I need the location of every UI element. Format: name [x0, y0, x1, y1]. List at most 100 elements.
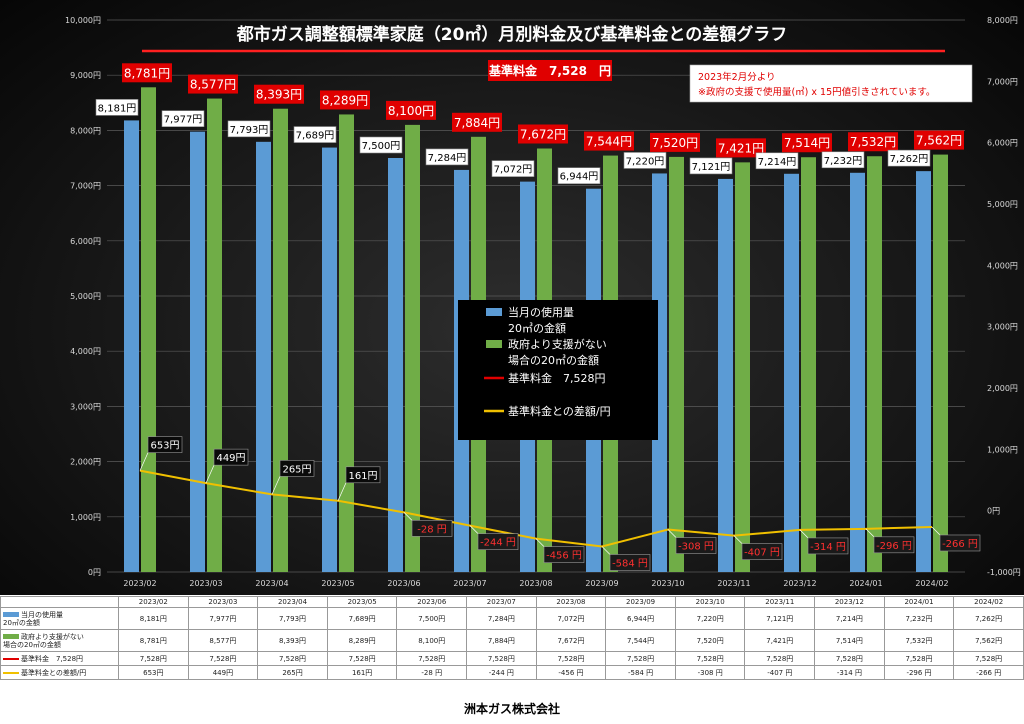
table-cell: 8,289円 [326, 629, 398, 652]
table-cell: 7,528円 [605, 651, 676, 666]
bar-current [652, 173, 667, 572]
table-cell: 7,528円 [953, 651, 1024, 666]
table-row-label-text: 20㎥の金額 [3, 618, 40, 627]
label-current: 6,944円 [560, 172, 599, 183]
table-swatch [3, 671, 19, 674]
diff-leader [535, 538, 545, 547]
label-box-current [95, 99, 139, 116]
label-no-support: 8,781円 [124, 66, 170, 80]
legend-box [458, 300, 658, 440]
x-tick-label: 2023/12 [783, 579, 816, 588]
label-box-current [623, 152, 667, 169]
legend-label: 当月の使用量 [508, 305, 574, 319]
table-cell: 7,528円 [187, 651, 259, 666]
table-cell: -266 円 [953, 665, 1024, 680]
label-box-no-support [848, 132, 898, 152]
diff-label: 653円 [150, 441, 179, 452]
y-left-tick-label: 5,000円 [70, 292, 101, 301]
label-box-no-support [914, 130, 964, 150]
x-tick-label: 2023/11 [717, 579, 750, 588]
diff-leader [205, 464, 215, 484]
label-no-support: 7,520円 [652, 136, 698, 150]
x-tick-label: 2023/08 [519, 579, 552, 588]
legend-swatch [486, 308, 502, 316]
table-cell: 8,100円 [396, 629, 468, 652]
label-no-support: 7,514円 [784, 136, 830, 150]
label-no-support: 7,532円 [850, 135, 896, 149]
table-cell: 7,528円 [396, 651, 468, 666]
x-tick-label: 2023/10 [651, 579, 684, 588]
table-header-cell: 2023/12 [814, 596, 885, 608]
table-cell: 7,284円 [466, 607, 537, 630]
diff-label-box [345, 466, 381, 484]
bar-no-support [273, 108, 288, 573]
legend-swatch [486, 340, 502, 348]
table-cell: 7,500円 [396, 607, 468, 630]
diff-label: -314 円 [810, 542, 846, 553]
data-table: 2023/02 2023/03 2023/04 2023/05 2023/06 2023/… [0, 596, 1024, 680]
chart-svg: 0円 1,000円 2,000円 3,000円 4,000円 5,000円 6,000円 7,… [65, 16, 1021, 588]
label-current: 7,121円 [692, 162, 731, 173]
diff-leader [799, 529, 809, 539]
table-row-label: 基準料金 7,528円 [0, 651, 119, 666]
bar-current [916, 171, 931, 572]
table-cell: 8,181円 [118, 607, 189, 630]
y-left-tick-label: 4,000円 [70, 347, 101, 356]
chart-title: 都市ガス調整額標準家庭（20㎥）月別料金及び基準料金との差額グラフ [236, 24, 788, 45]
table-cell: 7,514円 [814, 629, 885, 652]
table-cell: 7,528円 [814, 651, 885, 666]
table-cell: 7,421円 [744, 629, 816, 652]
diff-label: -456 円 [546, 551, 582, 562]
label-box-current [227, 120, 271, 138]
table-cell: 8,577円 [187, 629, 259, 652]
label-box-no-support [452, 112, 502, 132]
label-no-support: 7,562円 [916, 134, 962, 148]
table-cell: -407 円 [744, 665, 816, 680]
table-row: 当月の使用量 20㎥の金額 8,181円 7,977円 7,793円 7,689円 7,50… [0, 607, 1024, 630]
label-current: 7,214円 [758, 157, 797, 168]
y-left-tick-label: 1,000円 [70, 513, 101, 522]
base-badge-text: 基準料金 7,528 円 [488, 63, 611, 78]
diff-label: -266 円 [942, 539, 978, 550]
table-cell: 7,884円 [466, 629, 537, 652]
y-left-tick-label: 6,000円 [70, 237, 101, 246]
bar-current [322, 147, 337, 572]
diff-label: -244 円 [480, 538, 516, 549]
diff-leader [139, 452, 149, 471]
diff-label-box [279, 460, 315, 477]
x-tick-label: 2023/04 [255, 579, 288, 588]
y-right-tick-label: 5,000円 [987, 200, 1018, 209]
label-box-current [293, 126, 337, 143]
y-right-tick-label: 6,000円 [987, 139, 1018, 148]
table-header-cell: 2023/07 [466, 596, 537, 608]
diff-label: -308 円 [678, 542, 714, 553]
table-cell: 7,528円 [257, 651, 328, 666]
table-cell: 7,528円 [883, 651, 955, 666]
x-tick-label: 2024/02 [915, 579, 948, 588]
table-cell: 7,672円 [535, 629, 607, 652]
x-tick-label: 2023/05 [321, 579, 354, 588]
legend-label: 基準料金 7,528円 [508, 371, 606, 385]
bar-no-support [669, 156, 684, 572]
label-box-current [557, 167, 601, 184]
label-box-no-support [188, 74, 238, 94]
table-cell: -456 円 [535, 665, 607, 680]
table-cell: 7,072円 [535, 607, 607, 630]
label-no-support: 8,289円 [322, 93, 368, 107]
table-cell: 7,528円 [744, 651, 816, 666]
diff-leader [271, 476, 281, 495]
label-no-support: 7,544円 [586, 135, 632, 149]
table-cell: -28 円 [396, 665, 468, 680]
label-current: 7,500円 [362, 141, 401, 152]
label-current: 7,220円 [626, 156, 665, 167]
y-left-tick-label: 9,000円 [70, 71, 101, 80]
diff-leader [469, 525, 479, 534]
table-cell: 7,528円 [118, 651, 189, 666]
y-right-tick-label: 8,000円 [987, 16, 1018, 25]
y-right-tick-label: 7,000円 [987, 77, 1018, 86]
label-current: 7,793円 [230, 125, 269, 136]
table-header-cell: 2023/09 [605, 596, 676, 608]
diff-label-box [213, 448, 249, 466]
label-box-current [689, 157, 733, 175]
x-tick-label: 2023/03 [189, 579, 222, 588]
